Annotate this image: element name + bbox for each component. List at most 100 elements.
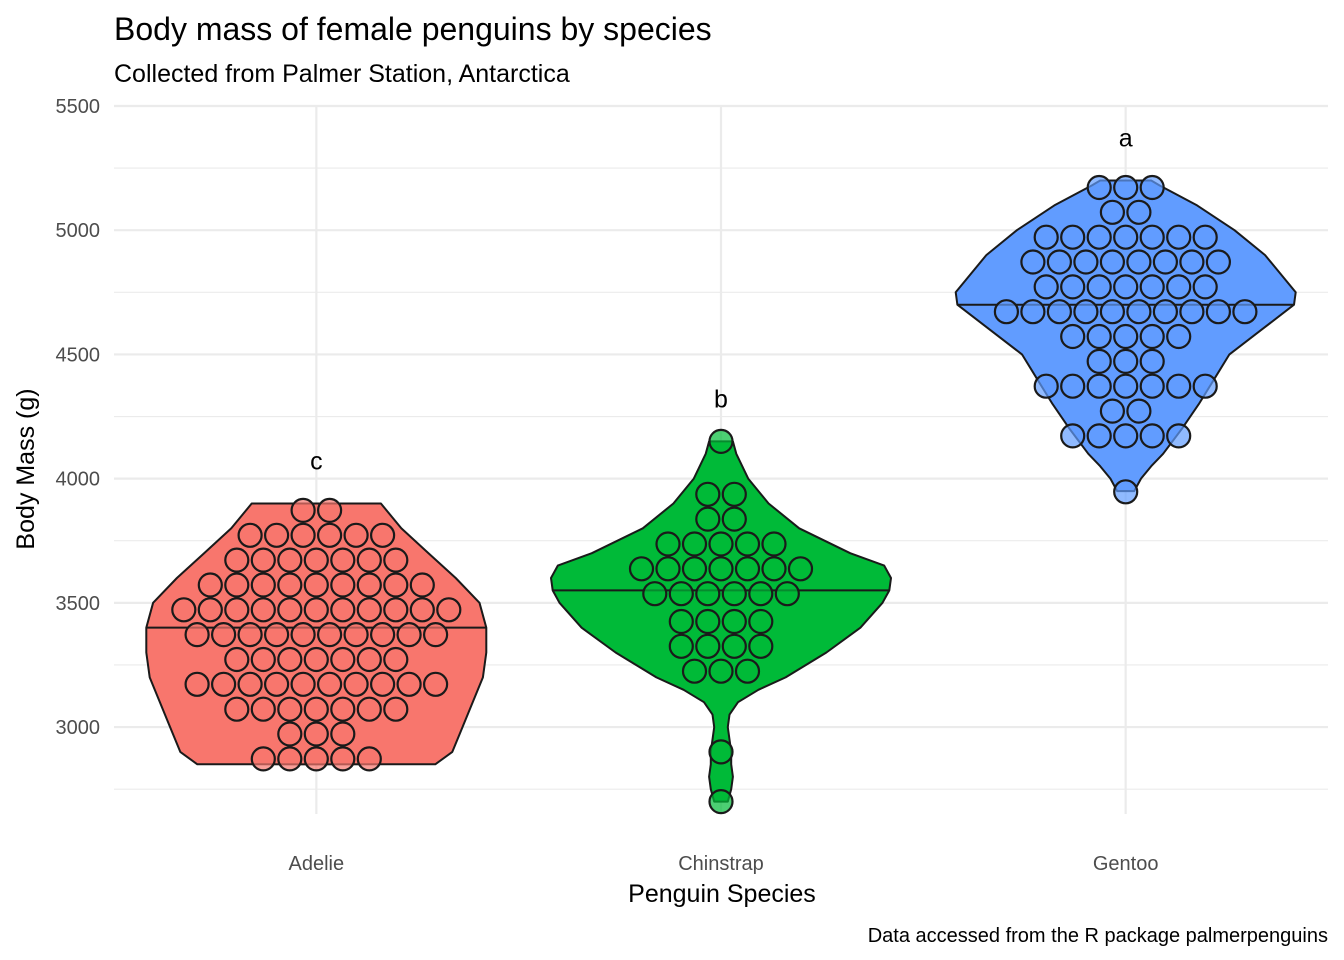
data-point: [1113, 348, 1139, 374]
significance-letters: c b a: [310, 125, 1133, 476]
data-point: [303, 746, 329, 772]
data-point: [1033, 373, 1059, 399]
data-point: [708, 531, 734, 557]
data-point: [761, 531, 787, 557]
data-point: [642, 581, 668, 607]
data-point: [383, 572, 409, 598]
data-point: [748, 633, 774, 659]
data-point: [668, 581, 694, 607]
data-point: [423, 621, 449, 648]
data-point: [1126, 398, 1152, 424]
data-point: [383, 547, 409, 573]
data-point: [264, 671, 290, 697]
data-point: [1192, 274, 1218, 300]
data-point: [330, 721, 356, 747]
data-point: [1126, 199, 1152, 225]
data-point: [423, 671, 449, 697]
data-point: [1086, 373, 1112, 399]
data-point: [264, 522, 290, 548]
data-point: [224, 646, 250, 673]
data-point: [237, 522, 263, 548]
data-point: [761, 556, 787, 582]
data-point: [237, 621, 263, 648]
data-point: [1060, 274, 1086, 300]
data-point: [303, 721, 329, 747]
data-point: [184, 671, 210, 697]
data-point: [1113, 224, 1139, 250]
data-point: [317, 497, 343, 523]
data-point: [681, 658, 708, 684]
data-point: [734, 531, 761, 557]
data-point: [277, 746, 303, 772]
chart-subtitle: Collected from Palmer Station, Antarctic…: [114, 60, 570, 88]
data-point: [1152, 249, 1179, 275]
data-point: [1166, 224, 1192, 250]
data-point: [330, 597, 356, 623]
data-point: [708, 428, 734, 454]
significance-letter: b: [714, 385, 728, 413]
data-point: [303, 572, 329, 598]
data-point: [695, 481, 721, 507]
data-point: [290, 671, 316, 697]
x-tick-labels: Adelie Chinstrap Gentoo: [289, 853, 1159, 875]
data-point: [290, 522, 316, 548]
y-axis-title: Body Mass (g): [12, 388, 40, 549]
data-point: [681, 556, 708, 582]
data-point: [1139, 174, 1165, 201]
data-point: [1205, 249, 1232, 275]
data-point: [317, 671, 343, 697]
data-point: [1060, 423, 1086, 449]
data-point: [1232, 299, 1258, 325]
data-point: [1166, 323, 1192, 350]
data-point: [224, 597, 250, 623]
data-point: [1139, 348, 1165, 374]
data-point: [1099, 249, 1126, 275]
y-tick-label: 3500: [56, 593, 101, 615]
data-point: [787, 556, 814, 582]
data-point: [1099, 398, 1126, 424]
dot-clouds: [171, 174, 1258, 815]
data-point: [1192, 224, 1218, 250]
data-point: [224, 547, 250, 573]
data-point: [264, 621, 290, 648]
data-point: [330, 646, 356, 673]
data-point: [1086, 174, 1112, 201]
data-point: [250, 696, 276, 722]
data-point: [1113, 479, 1139, 505]
data-point: [250, 572, 276, 598]
data-point: [1139, 224, 1165, 250]
y-tick-label: 5500: [56, 96, 101, 118]
data-point: [356, 746, 382, 772]
data-point: [356, 572, 382, 598]
data-point: [436, 597, 462, 623]
data-point: [330, 696, 356, 722]
data-point: [330, 746, 356, 772]
data-point: [708, 739, 734, 765]
y-tick-label: 5000: [56, 220, 101, 242]
data-point: [290, 497, 316, 523]
data-point: [303, 547, 329, 573]
x-axis-title: Penguin Species: [628, 880, 816, 908]
data-point: [303, 696, 329, 722]
data-point: [343, 621, 369, 648]
data-point: [330, 572, 356, 598]
data-point: [748, 581, 774, 607]
data-point: [1060, 373, 1086, 399]
data-point: [628, 556, 655, 582]
x-tick-label: Chinstrap: [678, 853, 764, 875]
data-point: [396, 671, 422, 697]
data-point: [708, 556, 734, 582]
data-point: [277, 547, 303, 573]
data-point: [290, 621, 316, 648]
data-point: [343, 522, 369, 548]
data-point: [734, 658, 761, 684]
significance-letter: c: [310, 447, 323, 475]
data-point: [277, 721, 303, 747]
data-point: [250, 646, 276, 673]
data-point: [317, 522, 343, 548]
data-point: [721, 506, 747, 532]
chart-caption: Data accessed from the R package palmerp…: [868, 925, 1328, 947]
data-point: [695, 506, 721, 532]
data-point: [1179, 299, 1205, 325]
data-point: [1020, 249, 1046, 275]
